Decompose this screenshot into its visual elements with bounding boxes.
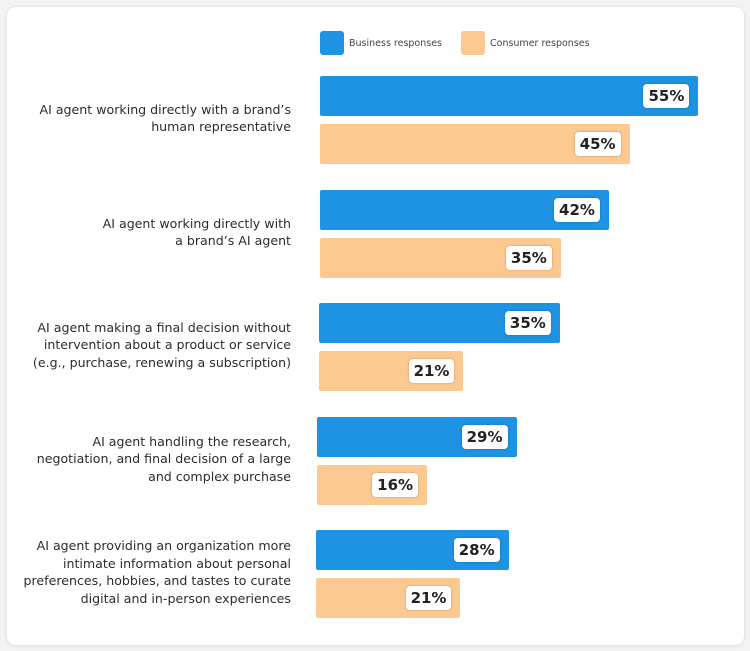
legend-item: Business responses	[320, 31, 442, 55]
legend-item: Consumer responses	[461, 31, 590, 55]
category-label-line: intimate information about personal	[62, 555, 291, 571]
consumer-bar: 35%	[320, 237, 561, 278]
data-label: 42%	[554, 198, 600, 222]
data-label: 55%	[643, 84, 690, 108]
category-label-line: intervention about a product or service	[43, 337, 291, 353]
category-label-line: AI agent working directly with a brand’s	[39, 101, 292, 117]
legend-label: Business responses	[349, 37, 443, 49]
business-bar: 55%	[320, 76, 699, 116]
category-label: AI agent providing an organization more i…	[24, 537, 291, 607]
data-label: 21%	[405, 585, 452, 610]
consumer-bar: 21%	[319, 350, 464, 391]
data-label: 28%	[453, 538, 500, 562]
data-label: 29%	[461, 425, 508, 449]
category-label-line: AI agent making a final decision without	[37, 319, 291, 335]
category-label: AI agent handling the research, negotiati…	[37, 433, 291, 486]
category-label: AI agent working directly with a brand’s…	[40, 101, 292, 136]
category-label-line: preferences, hobbies, and tastes to cura…	[23, 573, 291, 588]
category-label-line: AI agent providing an organization more	[36, 538, 291, 553]
category-label-line: a brand’s AI agent	[175, 233, 291, 248]
business-bar: 42%	[320, 190, 609, 230]
consumer-bar: 21%	[316, 577, 461, 618]
consumer-bar: 45%	[320, 123, 630, 164]
data-label: 35%	[504, 311, 551, 335]
data-label: 16%	[372, 472, 419, 497]
category-label: AI agent making a final decision without…	[33, 319, 291, 372]
data-label: 45%	[574, 131, 621, 156]
category-label-line: and complex purchase	[148, 468, 291, 484]
legend-label: Consumer responses	[490, 37, 590, 49]
category-label-line: human representative	[151, 119, 291, 134]
consumer-bar: 16%	[317, 464, 428, 505]
business-bar: 28%	[316, 530, 509, 570]
data-label: 35%	[505, 245, 552, 270]
category-label-line: digital and in-person experiences	[80, 590, 291, 606]
legend-swatch	[320, 31, 344, 55]
category-label: AI agent working directly with a brand’s …	[103, 215, 291, 250]
category-label-line: (e.g., purchase, renewing a subscription…	[32, 354, 291, 370]
category-label-line: AI agent working directly with	[102, 215, 291, 231]
data-label: 21%	[408, 358, 455, 383]
category-label-line: AI agent handling the research,	[92, 433, 291, 449]
category-label-line: negotiation, and final decision of a lar…	[36, 451, 291, 467]
business-bar: 29%	[317, 417, 517, 457]
legend-swatch	[461, 31, 485, 55]
business-bar: 35%	[319, 303, 560, 343]
